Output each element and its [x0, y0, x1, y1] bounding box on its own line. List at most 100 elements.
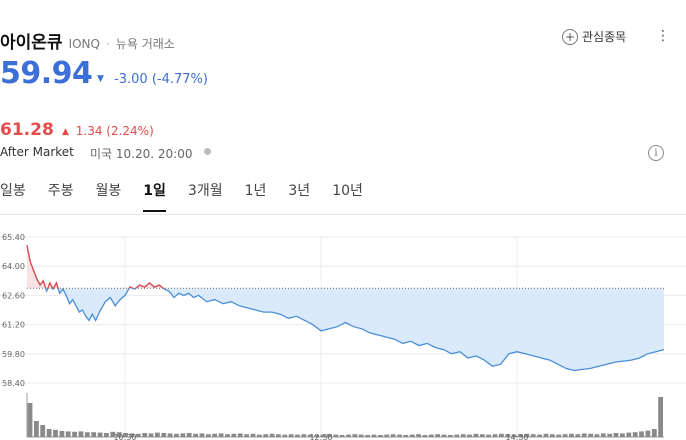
current-price: 59.94	[0, 56, 93, 91]
volume-bar-48	[333, 434, 339, 437]
after-market-price: 61.28	[0, 120, 54, 140]
volume-bar-29	[212, 433, 218, 437]
volume-bar-58	[397, 434, 402, 437]
volume-bar-1	[34, 421, 39, 437]
volume-bar-62	[422, 435, 428, 437]
volume-bar-89	[594, 434, 600, 437]
volume-bar-12	[104, 433, 109, 437]
volume-bar-37	[263, 434, 269, 437]
volume-bar-64	[435, 434, 441, 437]
volume-bar-25	[186, 433, 192, 437]
volume-bar-97	[645, 430, 651, 437]
volume-bar-14	[116, 432, 122, 437]
volume-bar-11	[97, 432, 103, 437]
volume-bar-52	[358, 434, 364, 437]
volume-bar-75	[505, 434, 511, 437]
volume-bar-67	[454, 434, 460, 437]
volume-bar-34	[244, 434, 249, 437]
volume-bar-46	[320, 434, 326, 437]
volume-bar-68	[460, 434, 466, 437]
volume-bar-5	[59, 431, 65, 437]
tabs-divider	[0, 214, 686, 215]
volume-bar-60	[409, 434, 415, 437]
tab-1day[interactable]: 1일	[143, 180, 166, 212]
volume-bar-42	[295, 434, 300, 437]
volume-bar-17	[135, 433, 141, 437]
volume-bar-43	[301, 434, 307, 437]
more-menu-icon[interactable]: ⋮	[656, 28, 670, 44]
volume-bar-66	[448, 435, 453, 437]
volume-bar-8	[78, 431, 84, 437]
volume-bar-41	[288, 434, 294, 437]
x-tick-label-1: 12:30	[309, 433, 332, 440]
volume-bar-98	[651, 429, 657, 437]
y-tick-label-5: 58.40	[2, 379, 25, 388]
volume-bar-18	[142, 433, 148, 437]
volume-bar-63	[428, 434, 434, 437]
volume-bar-53	[365, 435, 370, 437]
volume-bar-55	[378, 435, 383, 437]
volume-bar-23	[174, 433, 179, 437]
volume-bar-45	[314, 435, 320, 437]
tab-3month[interactable]: 3개월	[187, 183, 223, 199]
x-axis-labels: 10:30 12:30 14:30	[113, 433, 528, 440]
volume-bar-79	[530, 434, 536, 437]
volume-bar-4	[53, 429, 58, 437]
volume-bar-56	[384, 434, 390, 437]
y-tick-label-4: 59.80	[2, 350, 25, 359]
volume-bar-47	[327, 434, 332, 437]
volume-bar-20	[155, 432, 160, 437]
intraday-chart[interactable]: 65.40 64.00 62.60 61.20 59.80 58.40 10:30 12:3…	[0, 225, 686, 440]
watchlist-button[interactable]: + 관심종목	[562, 28, 626, 45]
volume-bar-74	[499, 433, 504, 437]
volume-bar-10	[91, 432, 97, 437]
volume-bar-77	[518, 434, 523, 437]
tab-3year[interactable]: 3년	[288, 183, 311, 199]
volume-bar-3	[46, 429, 52, 437]
volume-bar-38	[269, 433, 275, 437]
volume-bar-9	[84, 432, 90, 437]
volume-bar-32	[231, 433, 237, 437]
volume-bar-95	[632, 432, 638, 437]
volume-bar-33	[237, 433, 243, 437]
volume-bar-19	[148, 433, 154, 437]
after-market-change-value: 1.34 (2.24%)	[75, 124, 154, 138]
volume-bar-2	[40, 425, 46, 437]
volume-bar-81	[543, 433, 549, 437]
tab-1year[interactable]: 1년	[244, 183, 267, 199]
volume-bar-82	[549, 434, 555, 437]
volume-bar-70	[473, 433, 479, 437]
tab-monthly[interactable]: 월봉	[95, 183, 122, 199]
price-area-fill-above	[27, 245, 164, 289]
tab-10year[interactable]: 10년	[332, 183, 363, 199]
y-tick-label-3: 61.20	[2, 321, 25, 330]
volume-bar-93	[620, 433, 625, 437]
volume-bar-27	[199, 433, 205, 437]
volume-bar-16	[129, 433, 135, 437]
volume-bar-85	[569, 433, 574, 437]
tab-weekly[interactable]: 주봉	[47, 183, 74, 199]
volume-bar-86	[575, 434, 581, 437]
volume-bar-22	[167, 433, 173, 437]
stock-title: 아이온큐 IONQ · 뉴욕 거래소	[0, 28, 175, 53]
volume-bar-78	[524, 433, 530, 437]
volume-bar-83	[556, 434, 562, 437]
x-tick-label-0: 10:30	[113, 433, 136, 440]
volume-bar-28	[206, 434, 211, 437]
volume-bar-6	[65, 431, 71, 437]
info-icon[interactable]: i	[648, 145, 664, 161]
volume-bar-87	[581, 433, 587, 437]
volume-bar-44	[307, 434, 313, 437]
volume-bar-13	[110, 431, 116, 437]
volume-bar-31	[225, 434, 230, 437]
stock-name: 아이온큐	[0, 33, 63, 53]
x-tick-label-2: 14:30	[505, 433, 528, 440]
price-change-value: -3.00 (-4.77%)	[114, 72, 208, 87]
volume-bar-61	[416, 434, 421, 437]
volume-bar-99	[658, 397, 663, 437]
volume-bar-72	[486, 434, 491, 437]
volume-bar-21	[161, 433, 167, 437]
after-market-label: After Market	[0, 145, 74, 159]
price-change: ▼ -3.00 (-4.77%)	[97, 72, 208, 87]
tab-daily[interactable]: 일봉	[0, 183, 26, 199]
